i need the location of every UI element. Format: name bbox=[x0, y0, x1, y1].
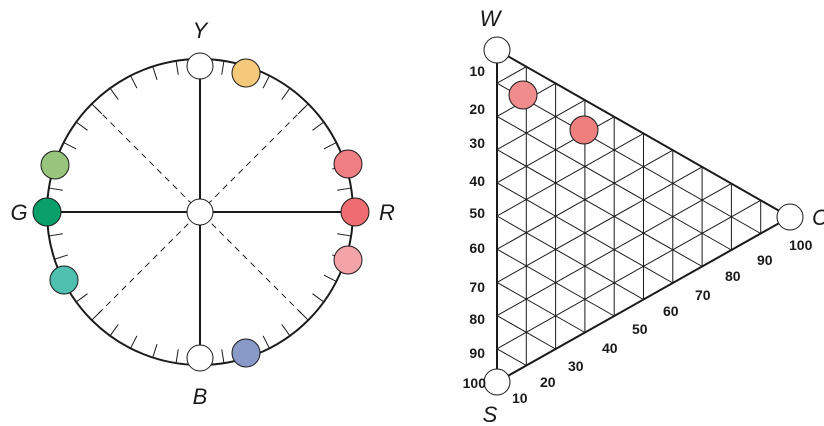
hue-circle-tick bbox=[175, 60, 179, 75]
triangle-grid bbox=[496, 66, 762, 366]
hue-circle-ticks bbox=[47, 59, 353, 365]
hue-sample-red-2 bbox=[340, 197, 370, 227]
chroma-scale-label: 40 bbox=[602, 340, 618, 356]
chroma-scale-label: 100 bbox=[789, 237, 813, 253]
whiteness-scale-label: 20 bbox=[469, 101, 485, 117]
hue-sample-green bbox=[32, 197, 62, 227]
triangle-sample-1 bbox=[508, 80, 538, 110]
chroma-scale-label: 90 bbox=[757, 252, 773, 268]
chroma-scale-label: 10 bbox=[512, 390, 528, 406]
whiteness-scale-label: 90 bbox=[469, 345, 485, 361]
hue-sample-red-3 bbox=[333, 245, 363, 275]
hue-circle-tick bbox=[152, 66, 158, 80]
yellow-pole-node bbox=[186, 52, 214, 80]
whiteness-scale-label: 80 bbox=[469, 311, 485, 327]
hue-circle-tick bbox=[48, 187, 63, 191]
triangle-grid-line bbox=[496, 281, 586, 333]
whiteness-scale-label: 10 bbox=[469, 63, 485, 79]
hue-sample-blue bbox=[231, 338, 261, 368]
whiteness-scale-label: 100 bbox=[463, 375, 487, 391]
hue-circle: Y B G R bbox=[10, 18, 395, 409]
chroma-scale-label: 50 bbox=[632, 321, 648, 337]
label-s: S bbox=[483, 402, 498, 426]
chroma-scale-label: 20 bbox=[540, 374, 556, 390]
hue-circle-tick bbox=[281, 324, 291, 337]
hue-sample-light-green bbox=[40, 150, 70, 180]
label-y: Y bbox=[193, 18, 209, 43]
whiteness-scale: 10 20 30 40 50 60 70 80 90 100 bbox=[463, 63, 487, 391]
label-r: R bbox=[379, 200, 395, 225]
hue-circle-tick bbox=[63, 142, 77, 150]
chroma-scale: 10 20 30 40 50 60 70 80 90 100 bbox=[512, 237, 813, 406]
hue-circle-tick bbox=[130, 335, 138, 349]
hue-circle-tick bbox=[312, 293, 325, 303]
triangle-grid-line bbox=[496, 199, 761, 350]
hue-circle-tick bbox=[312, 121, 325, 131]
white-corner-node bbox=[483, 36, 511, 64]
whiteness-scale-label: 70 bbox=[469, 279, 485, 295]
label-b: B bbox=[193, 384, 208, 409]
hue-sample-red-1 bbox=[333, 149, 363, 179]
chroma-scale-label: 60 bbox=[663, 303, 679, 319]
hue-circle-tick bbox=[75, 293, 88, 303]
triangle-grid-line bbox=[496, 66, 527, 84]
hue-circle-tick bbox=[109, 87, 119, 100]
hue-circle-tick bbox=[281, 87, 291, 100]
whiteness-scale-label: 30 bbox=[469, 135, 485, 151]
hue-circle-tick bbox=[48, 233, 63, 237]
chroma-scale-label: 80 bbox=[725, 268, 741, 284]
whiteness-scale-label: 60 bbox=[469, 240, 485, 256]
triangle-grid-line bbox=[496, 133, 644, 217]
hue-circle-tick bbox=[337, 187, 352, 191]
label-g: G bbox=[10, 200, 27, 225]
triangle-outline bbox=[496, 48, 793, 384]
chroma-corner-node bbox=[776, 203, 804, 231]
nuance-triangle: W S C 10 20 30 40 50 60 70 80 90 100 10 20 30 40 50 60… bbox=[463, 6, 824, 426]
hue-circle-tick bbox=[175, 349, 179, 364]
triangle-grid-line bbox=[496, 82, 761, 234]
triangle-grid-line bbox=[496, 99, 586, 151]
hue-circle-tick bbox=[262, 75, 270, 89]
center-node bbox=[186, 198, 214, 226]
blue-pole-node bbox=[186, 344, 214, 372]
triangle-grid-line bbox=[496, 149, 703, 267]
hue-circle-tick bbox=[152, 344, 158, 358]
hue-circle-tick bbox=[262, 335, 270, 349]
label-c: C bbox=[812, 205, 824, 230]
chroma-scale-label: 30 bbox=[568, 358, 584, 374]
hue-circle-tick bbox=[337, 233, 352, 237]
triangle-grid-line bbox=[496, 315, 556, 350]
hue-sample-yellow-orange bbox=[231, 58, 261, 88]
triangle-grid-line bbox=[496, 348, 527, 366]
triangle-grid-line bbox=[496, 248, 615, 317]
hue-circle-tick bbox=[109, 324, 119, 337]
whiteness-scale-label: 40 bbox=[469, 173, 485, 189]
hue-circle-tick bbox=[75, 121, 88, 131]
hue-circle-tick bbox=[323, 142, 337, 150]
triangle-sample-2 bbox=[569, 115, 599, 145]
hue-circle-tick bbox=[221, 60, 225, 75]
label-w: W bbox=[480, 6, 503, 31]
whiteness-scale-label: 50 bbox=[469, 205, 485, 221]
triangle-grid-line bbox=[496, 215, 644, 300]
triangle-grid-line bbox=[496, 166, 703, 283]
hue-circle-tick bbox=[130, 75, 138, 89]
hue-circle-tick bbox=[54, 254, 68, 260]
hue-sample-teal bbox=[49, 265, 79, 295]
hue-circle-tick bbox=[323, 274, 337, 282]
black-corner-node bbox=[483, 368, 511, 396]
hue-circle-tick bbox=[221, 349, 225, 364]
chroma-scale-label: 70 bbox=[695, 287, 711, 303]
